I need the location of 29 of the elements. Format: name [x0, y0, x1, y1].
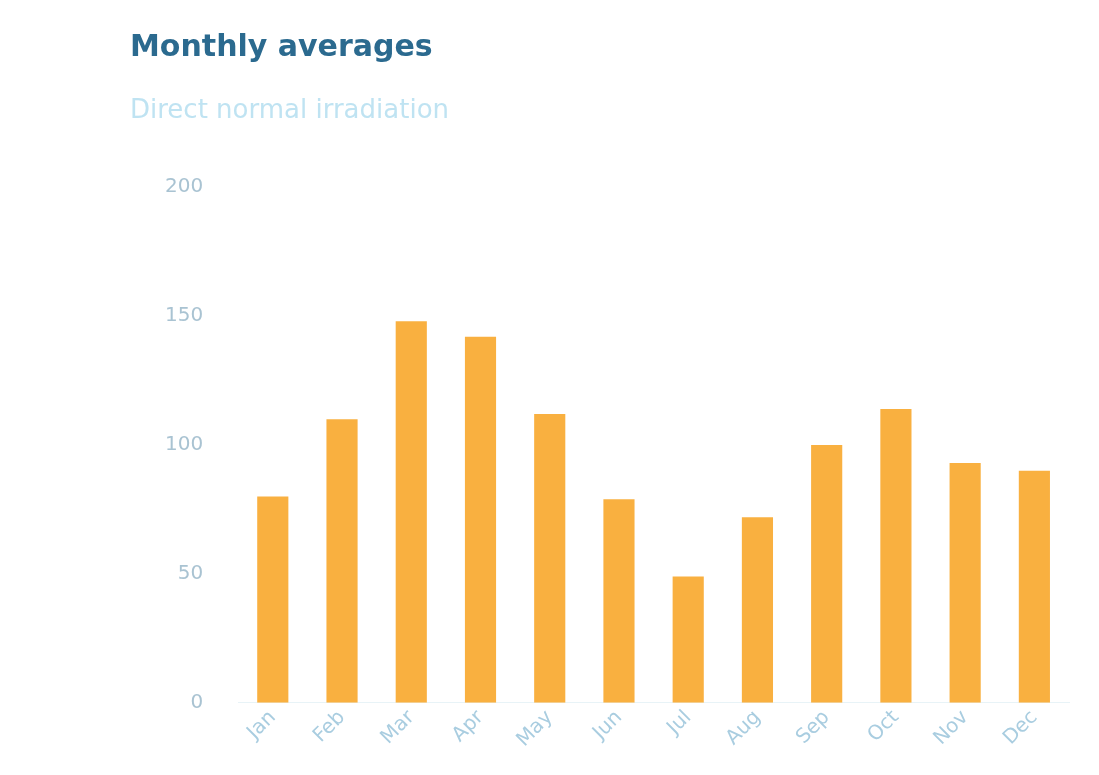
x-tick-label: Dec: [997, 704, 1042, 749]
x-tick-label: Apr: [446, 703, 489, 746]
bar: [603, 499, 635, 703]
y-tick-label: 200: [164, 173, 204, 198]
bar: [395, 321, 427, 703]
bar: [672, 576, 704, 703]
bar: [1018, 470, 1050, 703]
x-tick-label: Jul: [659, 704, 696, 740]
x-tick-label: Sep: [790, 704, 834, 749]
bar: [257, 496, 289, 703]
bar: [811, 445, 843, 703]
x-tick-label: Feb: [307, 704, 350, 747]
y-tick-label: 100: [164, 431, 204, 456]
x-tick-label: Nov: [927, 704, 973, 750]
x-tick-label: Mar: [374, 703, 420, 749]
x-tick-label: Oct: [861, 704, 904, 746]
bar: [534, 414, 566, 703]
chart-subtitle: Direct normal irradiation: [130, 94, 450, 125]
y-tick-label: 50: [177, 560, 204, 585]
x-tick-label: Jan: [239, 704, 281, 745]
y-tick-label: 150: [164, 302, 204, 327]
bar: [741, 517, 774, 703]
chart-title: Monthly averages: [130, 27, 433, 63]
bar: [326, 419, 358, 703]
x-tick-label: Jun: [585, 704, 627, 745]
bar: [464, 336, 497, 703]
bar: [949, 463, 981, 703]
bar: [880, 408, 912, 703]
y-tick-label: 0: [190, 689, 204, 713]
